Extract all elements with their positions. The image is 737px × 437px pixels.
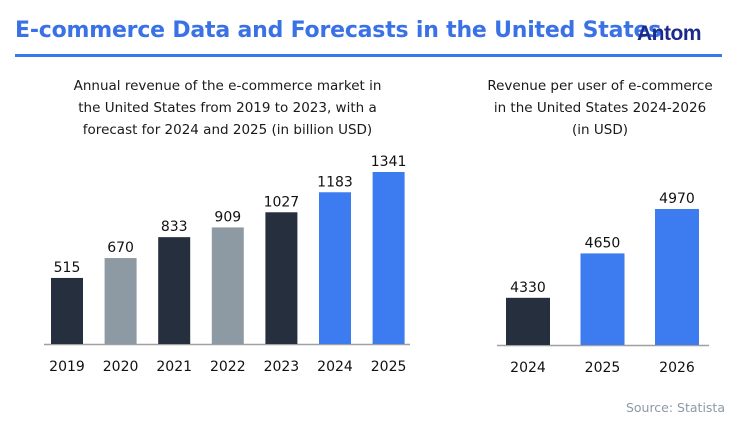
bar-2024 <box>506 297 550 345</box>
left-chart-title-line: the United States from 2019 to 2023, wit… <box>78 100 377 116</box>
x-tick-label-2023: 2023 <box>264 359 300 375</box>
value-label-2024: 1183 <box>317 174 353 190</box>
left-chart-title: Annual revenue of the e-commerce market … <box>30 75 425 141</box>
source-note: Source: Statista <box>625 400 725 415</box>
bar-2025 <box>580 253 625 345</box>
value-label-2025: 1341 <box>371 154 407 170</box>
value-label-2020: 670 <box>107 240 134 256</box>
bar-2020 <box>104 258 137 344</box>
bar-2025 <box>372 172 405 344</box>
right-chart-title-line: in the United States 2024-2026 <box>493 100 707 116</box>
value-label-2022: 909 <box>214 209 241 225</box>
bar-2021 <box>158 237 191 344</box>
x-tick-label-2025: 2025 <box>585 360 621 376</box>
right-chart-title-line: Revenue per user of e-commerce <box>487 78 713 94</box>
x-tick-label-2024: 2024 <box>510 360 546 376</box>
x-tick-label-2021: 2021 <box>156 359 192 375</box>
x-tick-label-2026: 2026 <box>659 360 695 376</box>
bar-2023 <box>265 212 298 344</box>
bar-2024 <box>319 192 351 344</box>
value-label-2019: 515 <box>54 260 81 276</box>
value-label-2021: 833 <box>161 219 188 235</box>
right-chart-title: Revenue per user of e-commerce in the Un… <box>470 75 730 141</box>
value-label-2024: 4330 <box>510 280 546 296</box>
x-tick-label-2024: 2024 <box>317 359 353 375</box>
left-chart-title-line: forecast for 2024 and 2025 (in billion U… <box>82 122 373 138</box>
bar-2019 <box>51 277 83 344</box>
bar-2022 <box>211 227 244 344</box>
page-title: E-commerce Data and Forecasts in the Uni… <box>15 18 662 43</box>
x-tick-label-2025: 2025 <box>371 359 407 375</box>
left-chart-title-line: Annual revenue of the e-commerce market … <box>73 78 382 94</box>
right-chart-title-line: (in USD) <box>572 122 628 138</box>
x-tick-label-2019: 2019 <box>49 359 85 375</box>
antom-logo: Antom <box>637 22 702 45</box>
value-label-2023: 1027 <box>264 194 300 210</box>
value-label-2025: 4650 <box>585 235 621 251</box>
value-label-2026: 4970 <box>659 191 695 207</box>
x-tick-label-2020: 2020 <box>103 359 139 375</box>
bar-2026 <box>655 209 699 345</box>
x-tick-label-2022: 2022 <box>210 359 246 375</box>
title-underline <box>15 54 722 57</box>
